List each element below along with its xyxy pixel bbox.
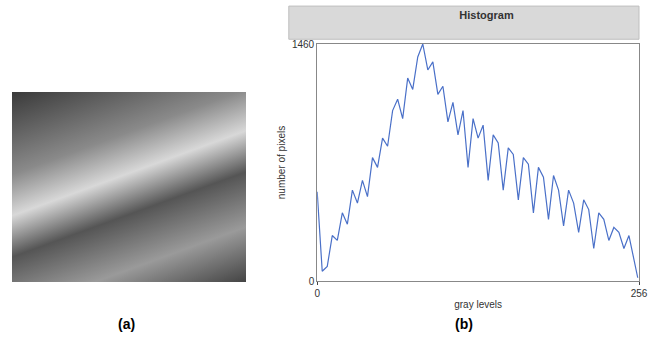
html-text:(b): (b) bbox=[455, 316, 473, 332]
svg-text:1460: 1460 bbox=[292, 39, 315, 50]
svg-text:Histogram: Histogram bbox=[459, 9, 514, 21]
svg-text:gray levels: gray levels bbox=[454, 299, 502, 310]
svg-text:0: 0 bbox=[309, 276, 315, 287]
svg-text:number of pixels: number of pixels bbox=[276, 126, 287, 199]
svg-text:256: 256 bbox=[631, 288, 648, 299]
html-text:(a): (a) bbox=[118, 316, 136, 332]
svg-text:0: 0 bbox=[314, 288, 320, 299]
